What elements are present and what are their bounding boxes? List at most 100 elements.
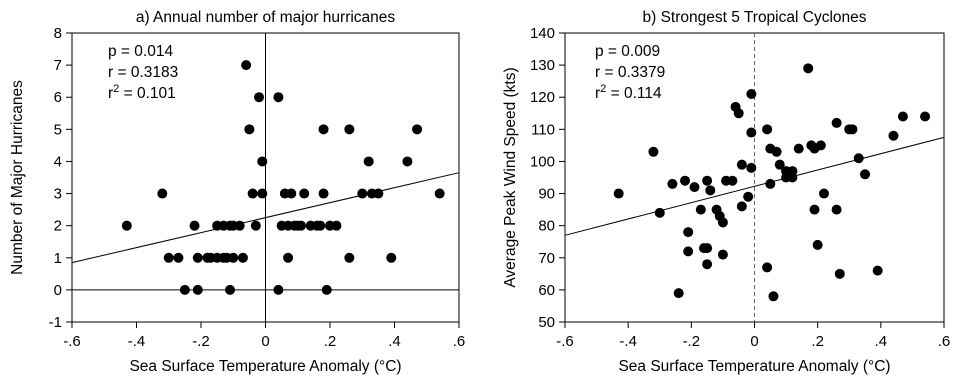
panel-a-y-tick-label: 2 — [54, 218, 62, 235]
panel-b-r-squared-symbol: r — [595, 85, 600, 102]
panel-a-p-value: p = 0.014 — [108, 43, 173, 60]
panel-a-y-tick-label: 4 — [54, 153, 62, 170]
panel-a-r-squared: r2 = 0.101 — [108, 83, 176, 102]
panel-b-data-point — [705, 185, 716, 196]
panel-b-data-point — [733, 108, 744, 119]
panel-a-data-point — [434, 188, 445, 199]
panel-b-r-squared-value: = 0.114 — [606, 85, 662, 102]
panel-b-y-tick-label: 130 — [530, 57, 555, 74]
panel-b-y-tick-label: 70 — [538, 250, 555, 267]
panel-b-r-squared: r2 = 0.114 — [595, 83, 662, 102]
panel-b-y-tick-label: 50 — [538, 314, 555, 331]
panel-a-data-point — [273, 284, 284, 295]
panel-b-data-point — [793, 143, 804, 154]
panel-a-data-point — [163, 252, 174, 263]
panel-b-data-point — [667, 178, 678, 189]
panel-b-y-tick-label: 90 — [538, 186, 555, 203]
panel-a-data-point — [283, 252, 294, 263]
panel-b-y-tick-label: 80 — [538, 218, 555, 235]
panel-b-data-point — [831, 117, 842, 128]
panel-a-data-point — [228, 252, 239, 263]
panel-a-title: a) Annual number of major hurricanes — [136, 9, 396, 26]
panel-b-data-point — [768, 291, 779, 302]
panel-b-data-point — [847, 124, 858, 135]
panel-b-data-point — [746, 162, 757, 173]
panel-b-data-point — [774, 159, 785, 170]
panel-b-data-point — [818, 188, 829, 199]
panel-a-x-tick-label: 0 — [261, 333, 269, 350]
panel-b-data-point — [762, 262, 773, 273]
panel-a-data-point — [241, 60, 252, 71]
panel-a-r-value: r = 0.3183 — [108, 64, 178, 81]
panel-a-r-squared-symbol: r — [108, 85, 113, 102]
panel-b-x-tick-label: .4 — [875, 333, 888, 350]
panel-b-data-point — [815, 140, 826, 151]
panel-b-data-point — [872, 265, 883, 276]
panel-b-data-point — [771, 146, 782, 157]
panel-a-data-point — [402, 156, 413, 167]
panel-b-y-tick-label: 140 — [530, 25, 555, 42]
panel-b-data-point — [920, 111, 931, 122]
panel-a-x-tick-label: -.6 — [63, 333, 81, 350]
panel-b-trendline — [564, 136, 945, 236]
panel-a-data-point — [299, 188, 310, 199]
panel-b-r-squared-superscript: 2 — [600, 83, 606, 95]
panel-b-data-point — [648, 146, 659, 157]
panel-a-y-tick-label: 1 — [54, 250, 62, 267]
panel-a-data-point — [189, 220, 200, 231]
panel-b-data-point — [680, 175, 691, 186]
panel-b-data-point — [787, 172, 798, 183]
panel-a-data-point — [247, 188, 258, 199]
panel-b-x-tick-label: -.6 — [556, 333, 574, 350]
panel-a-x-tick-label: .4 — [388, 333, 401, 350]
panel-a-data-point — [357, 188, 368, 199]
panel-a-data-point — [412, 124, 423, 135]
panel-b-data-point — [853, 153, 864, 164]
panel-a-data-point — [192, 284, 203, 295]
panel-a-data-point — [295, 220, 306, 231]
panel-b-x-tick-label: .2 — [811, 333, 824, 350]
panel-a-data-point — [244, 124, 255, 135]
panel-a: -.6 -.4 -.2 0 .2 .4 .6 -1 0 1 2 3 4 5 6 7 8 a) Annual num… — [9, 9, 465, 375]
panel-b-y-axis-label: Average Peak Wind Speed (kts) — [502, 67, 519, 287]
panel-b-data-point — [746, 127, 757, 138]
panel-b-data-point — [831, 204, 842, 215]
panel-a-data-point — [315, 220, 326, 231]
panel-b-x-tick-label: -.4 — [619, 333, 637, 350]
panel-a-y-tick-label: 5 — [54, 121, 62, 138]
panel-b-r-value: r = 0.3379 — [595, 64, 665, 81]
panel-b-x-tick-label: .6 — [938, 333, 951, 350]
panel-b-x-axis-label: Sea Surface Temperature Anomaly (°C) — [618, 358, 890, 375]
panel-a-y-tick-label: 6 — [54, 89, 62, 106]
panel-b-data-point — [834, 268, 845, 279]
panel-b-data-point — [888, 130, 899, 141]
panel-a-data-point — [173, 252, 184, 263]
panel-a-data-point — [321, 284, 332, 295]
panel-a-data-point — [179, 284, 190, 295]
panel-a-data-point — [386, 252, 397, 263]
panel-b-data-point — [743, 191, 754, 202]
panel-b-data-point — [717, 249, 728, 260]
panel-a-data-point — [257, 188, 268, 199]
panel-b-data-point — [702, 175, 713, 186]
panel-b-data-point — [860, 169, 871, 180]
panel-a-data-point — [273, 92, 284, 103]
panel-a-data-point — [234, 220, 245, 231]
panel-b-x-tick-label: -.2 — [683, 333, 701, 350]
panel-b-data-point — [812, 239, 823, 250]
panel-a-r-squared-superscript: 2 — [113, 83, 119, 95]
panel-a-data-point — [192, 252, 203, 263]
panel-b-y-tick-label: 110 — [531, 121, 555, 138]
panel-b-y-tick-label: 120 — [530, 89, 555, 106]
panel-a-data-point — [157, 188, 168, 199]
panel-a-y-tick-label: 3 — [54, 186, 62, 203]
panel-b-data-point — [897, 111, 908, 122]
panel-a-data-point — [237, 252, 248, 263]
panel-a-data-point — [363, 156, 374, 167]
panel-b-data-point — [695, 204, 706, 215]
panel-a-x-tick-label: -.2 — [192, 333, 210, 350]
panel-a-y-axis-label: Number of Major Hurricanes — [9, 80, 26, 275]
panel-b-data-point — [683, 246, 694, 257]
panel-b-data-point — [717, 217, 728, 228]
